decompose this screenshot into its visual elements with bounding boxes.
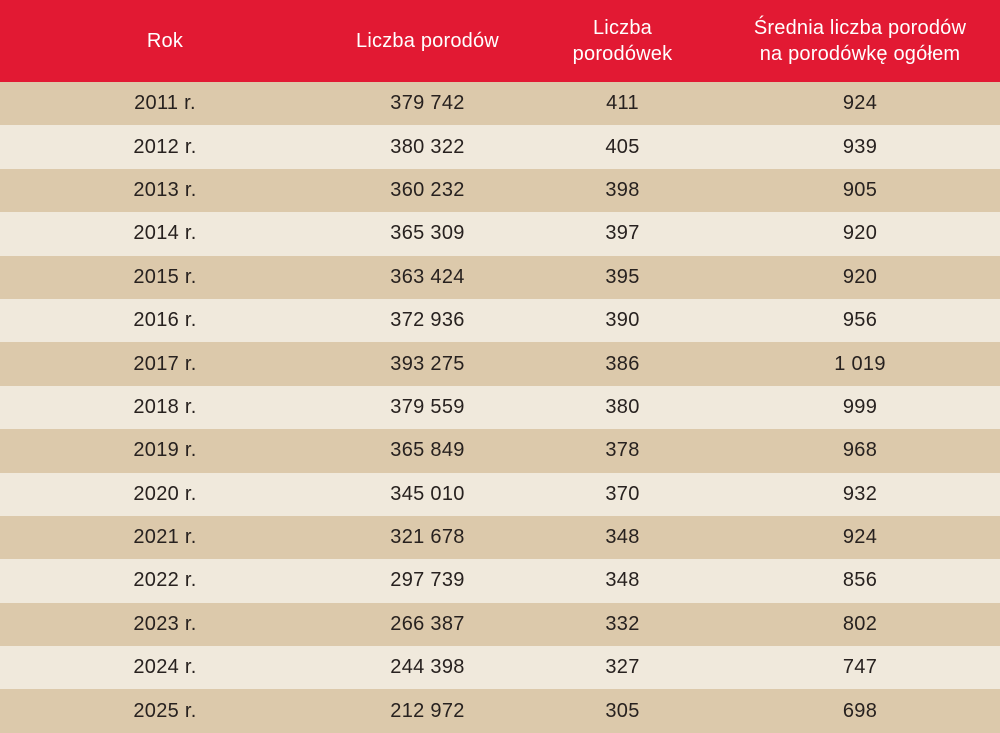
table-row: 2011 r. 379 742 411 924 <box>0 82 1000 126</box>
average-cell: 932 <box>720 472 1000 516</box>
header-row: Rok Liczba porodów Liczba porodówek Średn… <box>0 0 1000 82</box>
births-cell: 393 275 <box>330 342 525 386</box>
average-cell: 939 <box>720 125 1000 169</box>
average-cell: 924 <box>720 82 1000 126</box>
year-cell: 2012 r. <box>0 125 330 169</box>
column-header-births: Liczba porodów <box>330 0 525 82</box>
table-row: 2025 r. 212 972 305 698 <box>0 689 1000 733</box>
births-cell: 372 936 <box>330 298 525 343</box>
year-cell: 2015 r. <box>0 255 330 299</box>
births-cell: 380 322 <box>330 125 525 169</box>
year-cell: 2020 r. <box>0 472 330 516</box>
births-cell: 212 972 <box>330 689 525 733</box>
year-cell: 2017 r. <box>0 342 330 386</box>
table-row: 2012 r. 380 322 405 939 <box>0 125 1000 169</box>
table-row: 2023 r. 266 387 332 802 <box>0 602 1000 647</box>
table-row: 2015 r. 363 424 395 920 <box>0 255 1000 299</box>
births-cell: 363 424 <box>330 255 525 299</box>
table-row: 2017 r. 393 275 386 1 019 <box>0 342 1000 386</box>
average-cell: 920 <box>720 255 1000 299</box>
year-cell: 2014 r. <box>0 212 330 256</box>
header-label: Rok <box>146 30 184 52</box>
average-cell: 968 <box>720 429 1000 473</box>
year-cell: 2013 r. <box>0 168 330 213</box>
average-cell: 698 <box>720 689 1000 733</box>
wards-cell: 398 <box>525 168 720 213</box>
year-cell: 2024 r. <box>0 646 330 690</box>
births-cell: 345 010 <box>330 472 525 516</box>
average-cell: 920 <box>720 212 1000 256</box>
table-row: 2016 r. 372 936 390 956 <box>0 298 1000 343</box>
table-row: 2014 r. 365 309 397 920 <box>0 212 1000 256</box>
births-cell: 379 559 <box>330 385 525 430</box>
column-header-year: Rok <box>0 0 330 82</box>
average-cell: 802 <box>720 602 1000 647</box>
year-cell: 2018 r. <box>0 385 330 430</box>
births-cell: 360 232 <box>330 168 525 213</box>
average-cell: 747 <box>720 646 1000 690</box>
average-cell: 956 <box>720 298 1000 343</box>
year-cell: 2021 r. <box>0 515 330 560</box>
year-cell: 2022 r. <box>0 559 330 603</box>
table-row: 2020 r. 345 010 370 932 <box>0 472 1000 516</box>
average-cell: 905 <box>720 168 1000 213</box>
births-cell: 321 678 <box>330 515 525 560</box>
wards-cell: 348 <box>525 559 720 603</box>
table-row: 2018 r. 379 559 380 999 <box>0 385 1000 430</box>
table-row: 2024 r. 244 398 327 747 <box>0 646 1000 690</box>
births-cell: 379 742 <box>330 82 525 126</box>
year-cell: 2011 r. <box>0 82 330 126</box>
header-label: Liczba porodów <box>356 30 499 52</box>
header-label: Liczba <box>592 17 652 39</box>
births-cell: 244 398 <box>330 646 525 690</box>
wards-cell: 380 <box>525 385 720 430</box>
average-cell: 999 <box>720 385 1000 430</box>
wards-cell: 327 <box>525 646 720 690</box>
average-cell: 924 <box>720 515 1000 560</box>
header-label: Średnia liczba porodów <box>753 17 967 39</box>
wards-cell: 370 <box>525 472 720 516</box>
wards-cell: 405 <box>525 125 720 169</box>
average-cell: 856 <box>720 559 1000 603</box>
year-cell: 2019 r. <box>0 429 330 473</box>
year-cell: 2025 r. <box>0 689 330 733</box>
births-cell: 365 849 <box>330 429 525 473</box>
table-row: 2013 r. 360 232 398 905 <box>0 168 1000 213</box>
table-row: 2022 r. 297 739 348 856 <box>0 559 1000 603</box>
wards-cell: 390 <box>525 298 720 343</box>
births-cell: 365 309 <box>330 212 525 256</box>
wards-cell: 397 <box>525 212 720 256</box>
wards-cell: 332 <box>525 602 720 647</box>
year-cell: 2016 r. <box>0 298 330 343</box>
wards-cell: 348 <box>525 515 720 560</box>
births-cell: 266 387 <box>330 602 525 647</box>
wards-cell: 411 <box>525 82 720 126</box>
wards-cell: 305 <box>525 689 720 733</box>
wards-cell: 395 <box>525 255 720 299</box>
column-header-wards: Liczba porodówek <box>525 0 720 82</box>
wards-cell: 378 <box>525 429 720 473</box>
column-header-average: Średnia liczba porodów na porodówkę ogółe… <box>720 0 1000 82</box>
average-cell: 1 019 <box>720 342 1000 386</box>
table-row: 2019 r. 365 849 378 968 <box>0 429 1000 473</box>
births-cell: 297 739 <box>330 559 525 603</box>
year-cell: 2023 r. <box>0 602 330 647</box>
wards-cell: 386 <box>525 342 720 386</box>
table-row: 2021 r. 321 678 348 924 <box>0 515 1000 560</box>
